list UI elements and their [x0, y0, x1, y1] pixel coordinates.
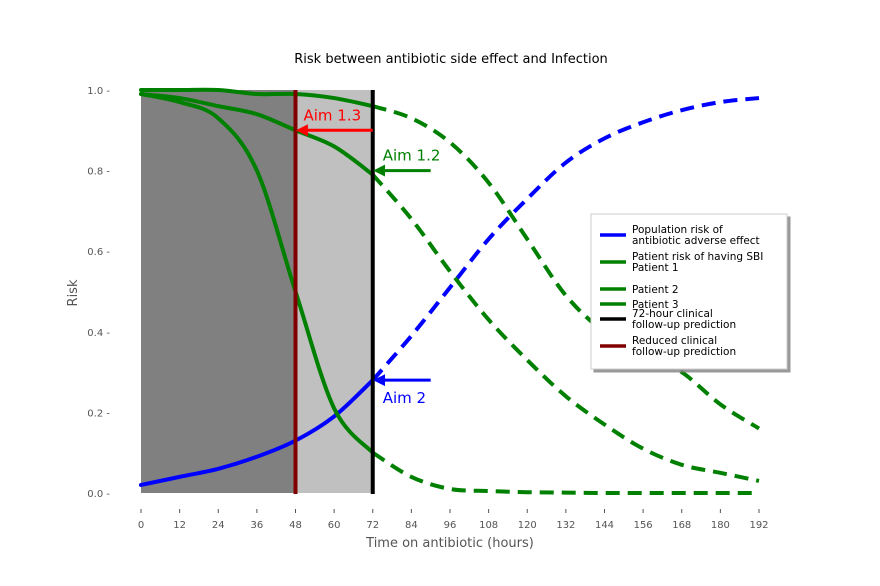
series-line-patient1-solid	[139, 87, 375, 109]
legend-label: 72-hour clinical	[632, 308, 713, 320]
shaded-regions	[141, 90, 373, 493]
y-tick-label: 0.4 -	[87, 328, 110, 339]
y-tick-label: 0.6 -	[87, 247, 110, 258]
legend-label: Patient 2	[632, 284, 679, 296]
y-tick-label: 0.8 -	[87, 167, 110, 178]
y-axis-ticks: 0.0 - 0.2 - 0.4 - 0.6 - 0.8 - 1.0 -	[87, 86, 110, 500]
annotation-label: Aim 1.3	[304, 106, 362, 124]
series-line-patient2-solid	[139, 92, 375, 177]
annotations: Aim 1.3 Aim 1.2 Aim 2	[295, 106, 441, 407]
x-tick-label: 48	[289, 520, 302, 531]
series-line-population-dashed	[371, 96, 760, 382]
legend-label: antibiotic adverse effect	[632, 235, 760, 247]
x-tick-label: 96	[444, 520, 457, 531]
legend-label: Patient 1	[632, 262, 679, 274]
y-tick-label: 0.0 -	[87, 489, 110, 500]
series-line-patient3-dashed	[371, 451, 759, 496]
x-tick-label: 24	[212, 520, 225, 531]
x-tick-label: 192	[749, 520, 768, 531]
x-tick-label: 12	[173, 520, 186, 531]
legend-label: follow-up prediction	[632, 346, 736, 358]
chart-title: Risk between antibiotic side effect and …	[294, 52, 608, 67]
y-tick-label: 1.0 -	[87, 86, 110, 97]
series-line-patient1-dashed	[372, 104, 761, 431]
x-tick-label: 60	[328, 520, 341, 531]
x-tick-label: 156	[634, 520, 653, 531]
x-tick-label: 84	[405, 520, 418, 531]
series-line-population-solid	[139, 378, 375, 487]
x-axis-label: Time on antibiotic (hours)	[365, 536, 534, 551]
annotation-label: Aim 1.2	[383, 147, 441, 165]
x-tick-label: 180	[711, 520, 730, 531]
legend-label: follow-up prediction	[632, 319, 736, 331]
annotation-label: Aim 2	[383, 389, 426, 407]
series-line-patient3-solid	[139, 92, 375, 455]
x-tick-label: 132	[556, 520, 575, 531]
x-tick-label: 108	[479, 520, 498, 531]
x-tick-label: 72	[366, 520, 379, 531]
series-layer	[139, 87, 761, 496]
x-tick-label: 0	[138, 520, 144, 531]
x-axis-ticks: 0 12 24 36 48 60 72 84 96 108 120 132 144 156 168 180 19…	[138, 509, 769, 531]
x-tick-label: 120	[518, 520, 537, 531]
legend-label: Reduced clinical	[632, 335, 717, 347]
x-tick-label: 144	[595, 520, 614, 531]
legend-label: Patient risk of having SBI	[632, 251, 763, 263]
legend-box	[590, 213, 788, 370]
series-line-patient2-dashed	[371, 173, 760, 483]
y-tick-label: 0.2 -	[87, 408, 110, 419]
x-tick-label: 168	[672, 520, 691, 531]
legend-label: Patient 3	[632, 299, 679, 311]
shaded-region-2	[295, 90, 373, 493]
shaded-region-1	[141, 90, 296, 493]
y-axis-label: Risk	[66, 279, 81, 306]
legend-label: Population risk of	[632, 224, 723, 236]
x-tick-label: 36	[251, 520, 264, 531]
vertical-lines	[293, 90, 375, 494]
